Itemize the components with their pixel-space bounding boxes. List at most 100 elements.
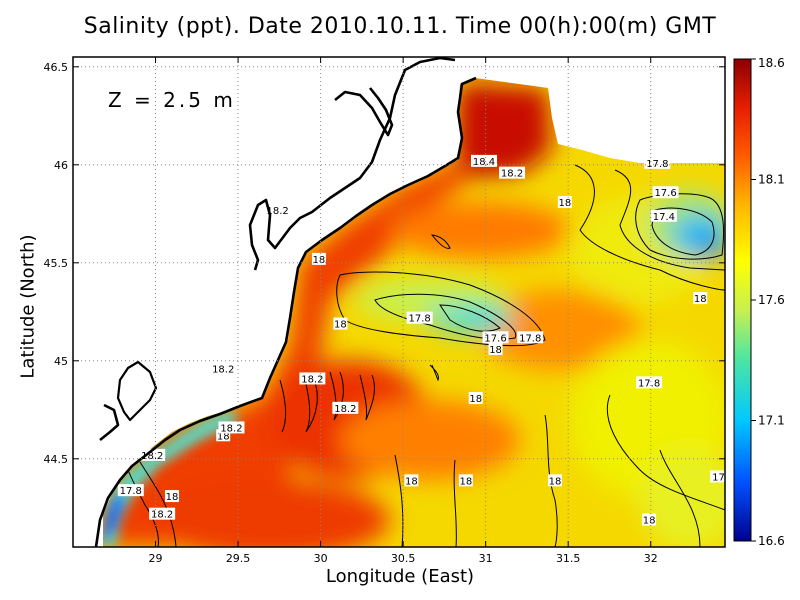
contour-label-text: 18: [334, 320, 347, 331]
contour-label-text: 18.2: [151, 510, 173, 521]
contour-label: 18: [311, 252, 326, 266]
contour-label-bg: [332, 401, 359, 414]
contour-label-text: 18.2: [501, 169, 523, 180]
contour-label-text: 18: [217, 431, 230, 442]
contour-label: 18: [488, 343, 503, 356]
contour-label: 17.8: [406, 311, 433, 325]
contour-label: 18.2: [332, 401, 359, 415]
contour-label-text: 17.6: [484, 333, 506, 344]
contour-label-bg: [517, 331, 544, 344]
contour-label: 18.2: [264, 203, 291, 217]
contour-label-text: 18: [559, 198, 572, 209]
depth-label: Z = 2.5 m: [108, 88, 236, 112]
contour-label: 18.2: [499, 166, 526, 180]
contour-label-bg: [488, 343, 503, 356]
colorbar-tick-label: 16.6: [758, 534, 785, 548]
y-tick-label: 45.5: [44, 257, 69, 270]
y-tick-label: 45: [54, 355, 68, 368]
contour-label-bg: [710, 470, 725, 483]
contour-label-text: 18: [469, 394, 482, 405]
contour-label-text: 18: [489, 345, 502, 356]
contour-label-bg: [406, 311, 433, 324]
contour-label-text: 18: [459, 476, 472, 487]
contour-label-bg: [218, 421, 245, 434]
contour-label-text: 17.4: [653, 212, 675, 223]
y-axis: 44.5 45 45.5 46 46.5: [44, 61, 725, 466]
contour-label-bg: [299, 372, 326, 385]
contour-label-text: 18: [405, 476, 418, 487]
contour-label: 18: [404, 474, 419, 487]
contour-label-bg: [333, 317, 348, 330]
contour-label: 18.2: [149, 507, 176, 521]
contour-label-text: 17.8: [638, 378, 660, 389]
contour-label-bg: [642, 513, 657, 526]
contour-label-text: 18.2: [220, 423, 242, 434]
contour-label: 18.2: [139, 448, 166, 462]
contour-label-text: 18: [643, 516, 656, 527]
x-tick-label: 31.5: [556, 552, 581, 565]
x-tick-label: 30: [314, 552, 328, 565]
contour-label: 17.8: [644, 156, 671, 170]
contour-label: 17.: [710, 470, 728, 483]
contour-label: 17.8: [117, 484, 144, 497]
contour-label-bg: [311, 252, 326, 265]
x-tick-label: 31: [479, 552, 493, 565]
contour-label: 17.8: [517, 331, 544, 344]
contour-label-bg: [458, 474, 473, 487]
contour-label-bg: [117, 484, 144, 497]
colorbar-tick-label: 17.6: [758, 293, 785, 307]
contour-label-bg: [482, 331, 509, 344]
contour-label-text: 18.2: [141, 451, 163, 462]
contour-label: 18.4: [471, 154, 498, 168]
contour-label-text: 18.2: [212, 365, 234, 376]
y-tick-label: 44.5: [44, 453, 69, 466]
contour-label-text: 17.: [712, 472, 728, 483]
contour-label: 17.4: [650, 209, 677, 223]
contour-label-bg: [693, 292, 708, 305]
contour-label: 18: [458, 474, 473, 487]
contour-label-text: 18: [549, 476, 562, 487]
contour-label-text: 17.8: [120, 486, 142, 497]
contour-label: 18.2: [218, 421, 245, 434]
colorbar-ticks: 16.6 17.1 17.6 18.1 18.6: [751, 56, 785, 548]
contour-label: 18: [642, 513, 657, 527]
x-axis-label: Longitude (East): [325, 566, 475, 587]
contour-label-bg: [165, 490, 180, 503]
x-tick-label: 30.5: [391, 552, 416, 565]
contour-label: 18: [333, 317, 348, 331]
contour-label: 18: [165, 490, 180, 503]
contour-label-text: 18: [313, 255, 326, 266]
contour-label-bg: [471, 154, 498, 167]
contour-label: 18: [557, 196, 572, 209]
contour-label-text: 18: [694, 294, 707, 305]
colorbar-gradient: [733, 58, 752, 542]
contour-label-text: 17.8: [409, 314, 431, 325]
colorbar-tick-label: 18.1: [758, 173, 785, 187]
plot-frame: [72, 56, 726, 548]
contour-label-bg: [547, 474, 562, 487]
x-tick-label: 29.5: [226, 552, 251, 565]
contour-label-text: 18.2: [267, 206, 289, 217]
contour-label: 17.6: [652, 186, 679, 199]
contour-label-bg: [652, 186, 679, 199]
contour-label-bg: [210, 362, 237, 375]
contour-label: 18: [547, 474, 562, 487]
contour-label: 17.6: [482, 331, 509, 344]
contour-label-text: 17.8: [519, 333, 541, 344]
contour-label: 18.2: [299, 372, 326, 385]
y-tick-label: 46: [54, 159, 68, 172]
contour-label-text: 18.4: [473, 157, 495, 168]
contour-label: 18.2: [210, 362, 237, 376]
y-tick-label: 46.5: [44, 61, 69, 74]
colorbar: 16.6 17.1 17.6 18.1 18.6: [733, 56, 785, 548]
coastline: [94, 56, 477, 548]
contour-label-text: 18.2: [301, 374, 323, 385]
contour-label-text: 18: [166, 492, 179, 503]
contour-label-bg: [650, 209, 677, 222]
contour-label-bg: [636, 376, 663, 389]
y-axis-label: Latitude (North): [17, 234, 39, 379]
contour-label-text: 17.6: [654, 188, 676, 199]
contour-label-bg: [404, 474, 419, 487]
